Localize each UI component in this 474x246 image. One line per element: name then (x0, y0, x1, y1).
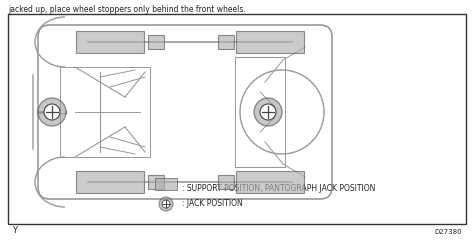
FancyBboxPatch shape (148, 35, 164, 49)
Circle shape (159, 197, 173, 211)
FancyBboxPatch shape (236, 171, 304, 193)
FancyBboxPatch shape (8, 14, 466, 224)
FancyBboxPatch shape (236, 31, 304, 53)
Text: : SUPPORT POSITION, PANTOGRAPH JACK POSITION: : SUPPORT POSITION, PANTOGRAPH JACK POSI… (182, 184, 375, 193)
Text: D27380: D27380 (434, 229, 462, 235)
Circle shape (162, 200, 170, 208)
Text: jacked up, place wheel stoppers only behind the front wheels.: jacked up, place wheel stoppers only beh… (8, 5, 246, 14)
Circle shape (44, 104, 60, 120)
FancyBboxPatch shape (148, 175, 164, 189)
FancyBboxPatch shape (76, 171, 144, 193)
FancyBboxPatch shape (155, 178, 177, 190)
FancyBboxPatch shape (218, 35, 234, 49)
Circle shape (38, 98, 66, 126)
Text: : JACK POSITION: : JACK POSITION (182, 199, 243, 208)
FancyBboxPatch shape (218, 175, 234, 189)
FancyBboxPatch shape (38, 25, 332, 199)
Circle shape (260, 104, 276, 120)
Text: Y: Y (12, 226, 17, 235)
Circle shape (254, 98, 282, 126)
FancyBboxPatch shape (76, 31, 144, 53)
